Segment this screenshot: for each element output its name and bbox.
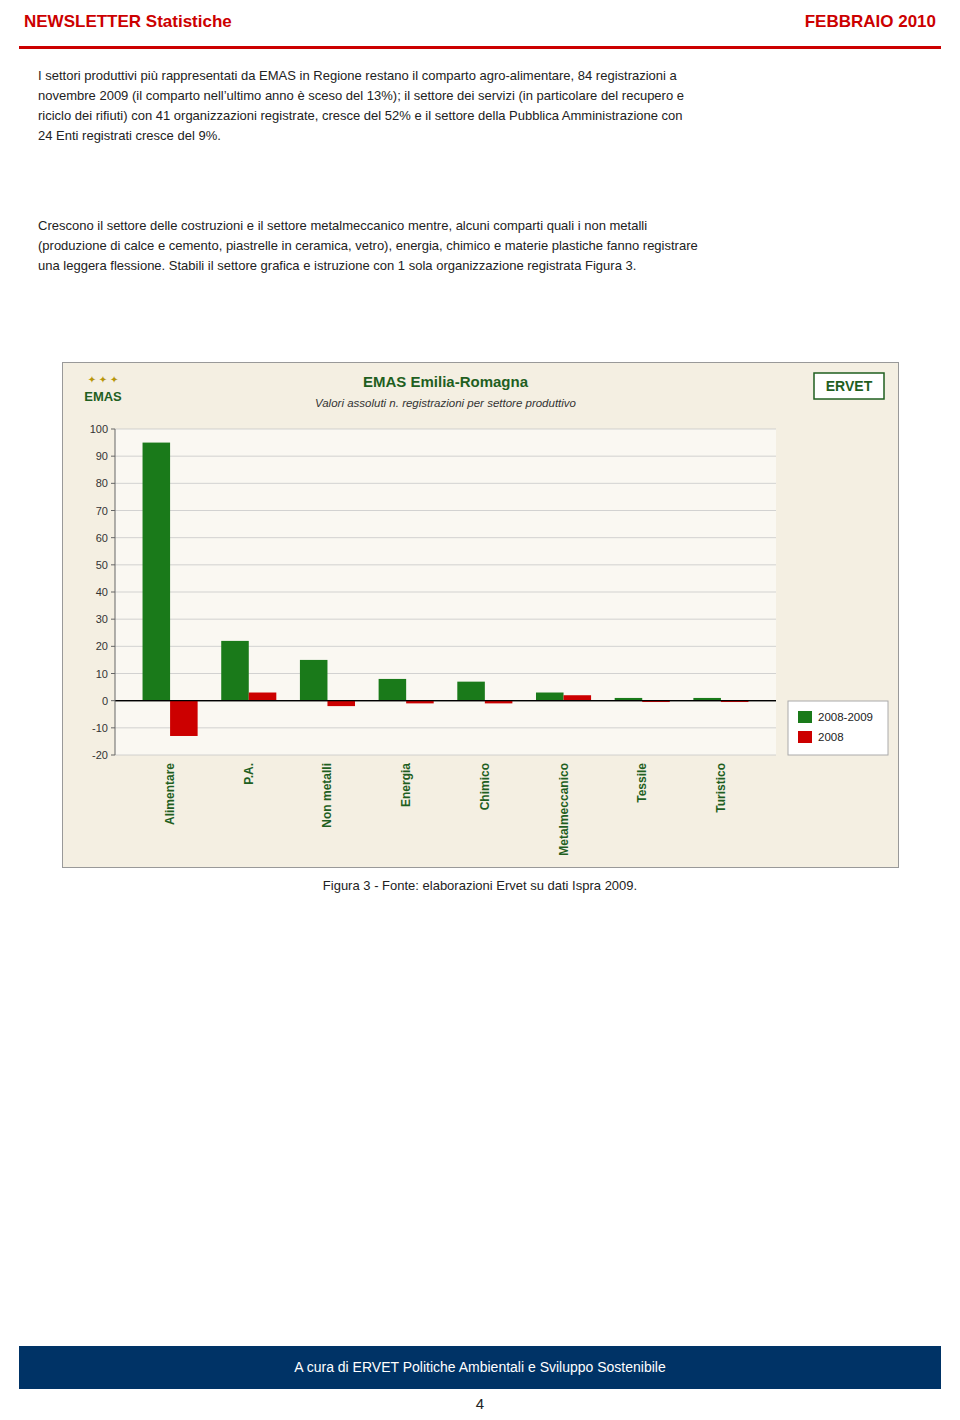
y-tick-label: 60 bbox=[96, 532, 108, 544]
chart-subtitle: Valori assoluti n. registrazioni per set… bbox=[315, 397, 577, 409]
grid-line bbox=[115, 429, 776, 430]
zero-line bbox=[115, 700, 776, 701]
bar bbox=[536, 693, 564, 701]
header-right: FEBBRAIO 2010 bbox=[805, 12, 936, 32]
badge-text: ERVET bbox=[826, 378, 873, 394]
badge-box bbox=[814, 373, 884, 399]
legend-box bbox=[788, 701, 888, 755]
footer-text: A cura di ERVET Politiche Ambientali e S… bbox=[19, 1346, 941, 1389]
bar bbox=[564, 695, 592, 700]
bar bbox=[327, 701, 355, 706]
y-tick bbox=[111, 564, 115, 565]
y-tick-label: 90 bbox=[96, 450, 108, 462]
y-tick bbox=[111, 510, 115, 511]
y-tick-label: 100 bbox=[90, 423, 108, 435]
grid-line bbox=[115, 456, 776, 457]
y-tick-label: -20 bbox=[92, 749, 108, 761]
grid-line bbox=[115, 727, 776, 728]
y-tick-label: 40 bbox=[96, 586, 108, 598]
grid-line bbox=[115, 510, 776, 511]
x-tick-label: Tessile bbox=[635, 763, 649, 803]
x-tick-label: Non metalli bbox=[320, 763, 334, 828]
page-number: 4 bbox=[0, 1395, 960, 1412]
bar bbox=[221, 641, 249, 701]
y-tick bbox=[111, 429, 115, 430]
header-rule bbox=[19, 46, 941, 49]
grid-line bbox=[115, 755, 776, 756]
logo-stars: ✦ ✦ ✦ bbox=[88, 374, 119, 385]
bar bbox=[457, 682, 485, 701]
chart-frame: -20 -10 0 10 20 30 40 50 60 70 80 90 100 Alimentare P.… bbox=[62, 362, 899, 868]
y-tick bbox=[111, 700, 115, 701]
y-tick bbox=[111, 537, 115, 538]
paragraph: I settori produttivi più rappresentati d… bbox=[38, 66, 922, 147]
y-tick bbox=[111, 727, 115, 728]
bar bbox=[249, 693, 277, 701]
y-tick-label: 50 bbox=[96, 559, 108, 571]
x-tick-label: Metalmeccanico bbox=[557, 763, 571, 856]
x-tick-label: Turistico bbox=[714, 763, 728, 813]
bar bbox=[379, 679, 407, 701]
legend-swatch bbox=[798, 731, 812, 743]
bar bbox=[300, 660, 328, 701]
x-tick-label: Chimico bbox=[478, 763, 492, 810]
y-tick-label: 80 bbox=[96, 477, 108, 489]
y-tick bbox=[111, 646, 115, 647]
grid-line bbox=[115, 537, 776, 538]
chart: -20 -10 0 10 20 30 40 50 60 70 80 90 100 Alimentare P.… bbox=[63, 363, 898, 867]
x-tick-label: Energia bbox=[399, 763, 413, 807]
chart-title: EMAS Emilia-Romagna bbox=[363, 373, 529, 390]
x-tick-label: Alimentare bbox=[163, 763, 177, 825]
y-tick bbox=[111, 456, 115, 457]
footer: A cura di ERVET Politiche Ambientali e S… bbox=[19, 1346, 941, 1389]
y-tick bbox=[111, 592, 115, 593]
y-tick bbox=[111, 755, 115, 756]
y-tick-label: -10 bbox=[92, 722, 108, 734]
y-tick bbox=[111, 619, 115, 620]
y-tick-label: 20 bbox=[96, 640, 108, 652]
legend: 2008-2009 2008 bbox=[788, 701, 888, 755]
y-tick bbox=[111, 483, 115, 484]
bars bbox=[143, 443, 749, 736]
bar bbox=[143, 443, 171, 701]
y-tick-label: 30 bbox=[96, 613, 108, 625]
legend-label: 2008-2009 bbox=[818, 711, 873, 723]
grid-line bbox=[115, 483, 776, 484]
x-tick-label: P.A. bbox=[242, 763, 256, 785]
paragraph: Crescono il settore delle costruzioni e … bbox=[38, 216, 922, 276]
zero-line bbox=[115, 700, 776, 701]
y-tick-label: 0 bbox=[102, 695, 108, 707]
bar bbox=[170, 701, 198, 736]
plot-area bbox=[115, 429, 776, 755]
logo-text: EMAS bbox=[84, 389, 122, 404]
legend-label: 2008 bbox=[818, 731, 844, 743]
grid-line bbox=[115, 564, 776, 565]
grid bbox=[115, 429, 776, 755]
grid-line bbox=[115, 646, 776, 647]
y-tick bbox=[111, 673, 115, 674]
grid-line bbox=[115, 673, 776, 674]
legend-swatch bbox=[798, 711, 812, 723]
header-left: NEWSLETTER Statistiche bbox=[24, 12, 232, 32]
y-tick-label: 10 bbox=[96, 668, 108, 680]
figure-caption: Figura 3 - Fonte: elaborazioni Ervet su … bbox=[0, 878, 960, 893]
grid-line bbox=[115, 619, 776, 620]
y-tick-label: 70 bbox=[96, 505, 108, 517]
grid-line bbox=[115, 592, 776, 593]
